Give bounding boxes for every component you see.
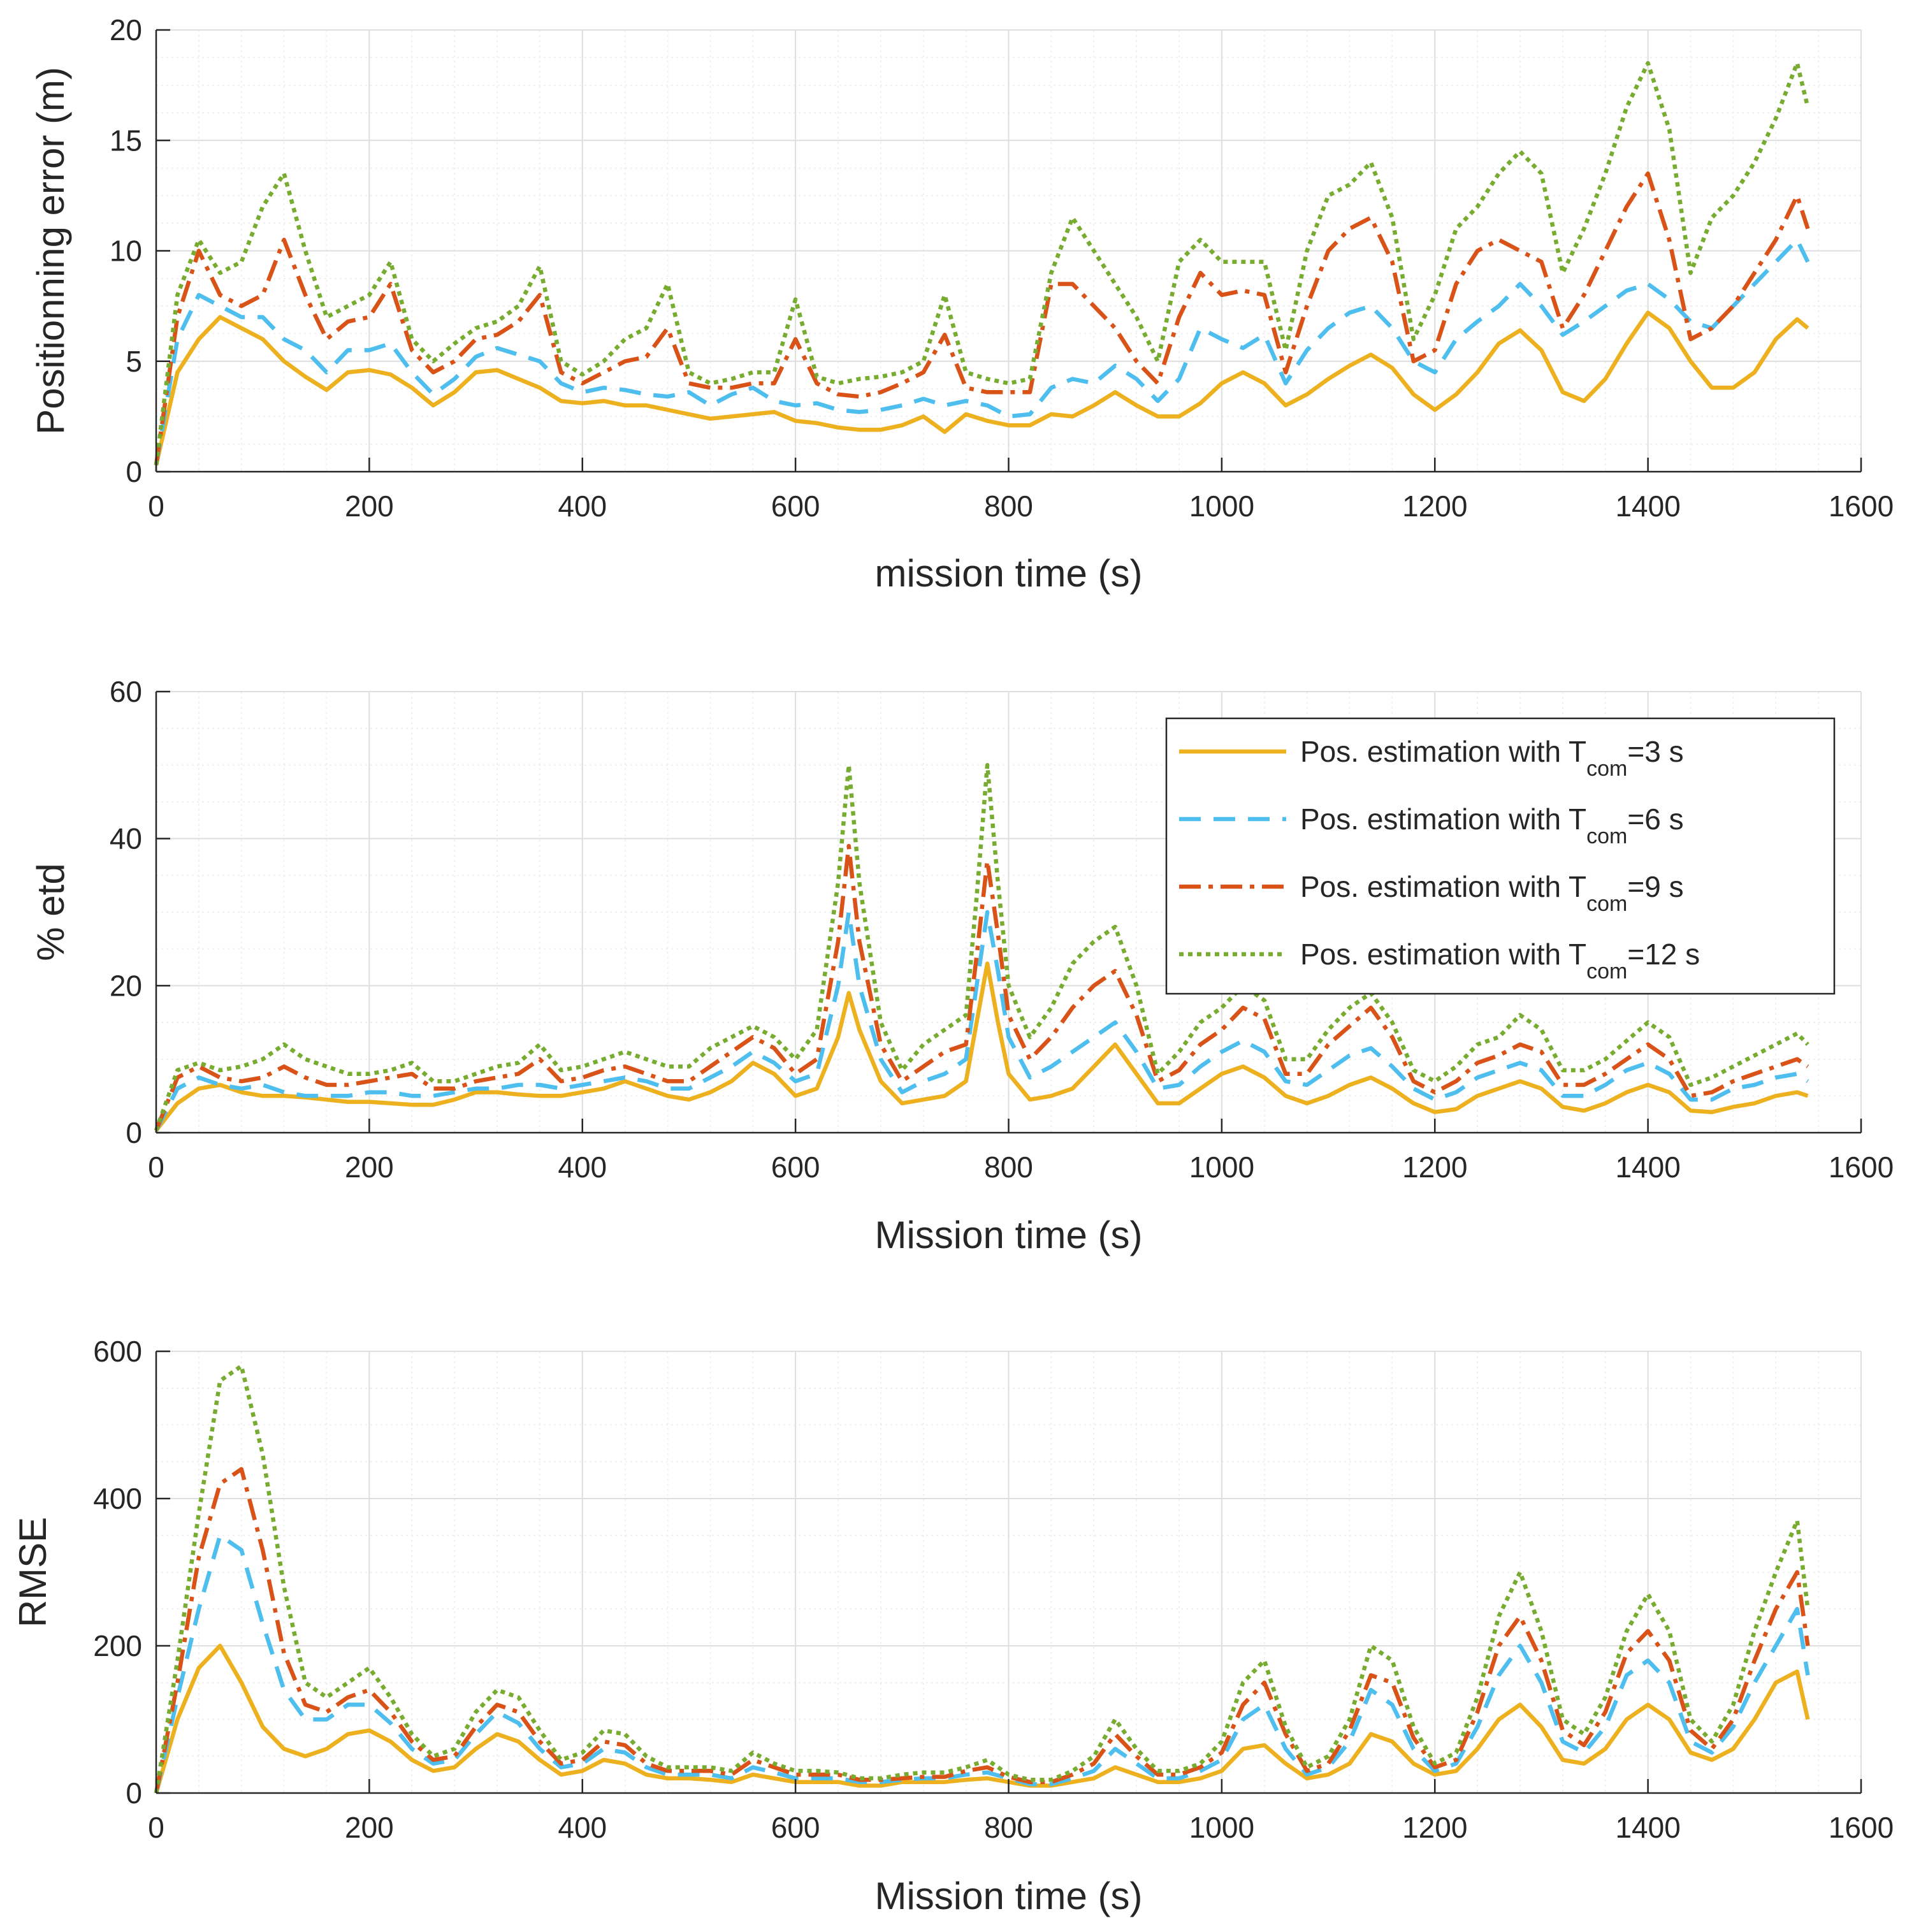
x-tick-label: 1000 [1189, 1811, 1254, 1844]
x-tick-label: 800 [984, 1811, 1033, 1844]
x-tick-label: 800 [984, 1151, 1033, 1184]
legend-label: Pos. estimation with Tcom=9 s [1300, 870, 1684, 916]
x-tick-label: 1400 [1615, 490, 1680, 523]
x-tick-label: 0 [148, 490, 164, 523]
x-tick-label: 600 [771, 1811, 820, 1844]
y-tick-label: 15 [110, 124, 142, 157]
grid [156, 29, 1862, 472]
legend-label: Pos. estimation with Tcom=12 s [1300, 938, 1700, 984]
x-tick-label: 200 [345, 1811, 394, 1844]
series-line-2 [154, 237, 1810, 466]
series-line-4 [154, 61, 1810, 466]
series-line-1 [154, 1643, 1810, 1794]
series-group [154, 763, 1809, 1132]
x-tick-label: 1600 [1829, 1811, 1894, 1844]
rmse-plot: 0 200 400 600 800 1000 1200 1400 1600 0 200 400 600 M… [11, 1335, 1894, 1917]
y-tick-label: 0 [126, 455, 142, 488]
series-line-1 [154, 961, 1809, 1132]
y-tick-label: 600 [93, 1335, 142, 1368]
x-tick-label: 600 [771, 490, 820, 523]
series-group [154, 1363, 1810, 1794]
x-axis-label: mission time (s) [874, 552, 1142, 595]
x-tick-label: 1400 [1615, 1811, 1680, 1844]
x-tick-label: 400 [558, 490, 607, 523]
x-tick-label: 1600 [1829, 490, 1894, 523]
series-line-2 [154, 1533, 1810, 1794]
y-tick-label: 20 [110, 13, 142, 47]
x-tick-label: 1000 [1189, 1151, 1254, 1184]
series-group [154, 61, 1810, 466]
y-tick-label: 40 [110, 822, 142, 855]
x-axis-label: Mission time (s) [874, 1875, 1142, 1917]
x-axis-label: Mission time (s) [874, 1214, 1142, 1256]
y-tick-label: 0 [126, 1776, 142, 1810]
positioning-error-plot: 0 200 400 600 800 1000 1200 1400 1600 0 5 10 15 20 mis… [29, 13, 1894, 595]
series-line-3 [154, 843, 1809, 1131]
legend-label: Pos. estimation with Tcom=6 s [1300, 803, 1684, 848]
x-tick-label: 0 [148, 1811, 164, 1844]
x-tick-label: 1200 [1402, 1811, 1467, 1844]
series-line-1 [154, 310, 1809, 466]
legend: Pos. estimation with Tcom=3 s Pos. estima… [1165, 717, 1836, 995]
series-line-2 [154, 910, 1809, 1131]
y-tick-label: 60 [110, 675, 142, 708]
series-line-3 [154, 1467, 1810, 1794]
legend-label: Pos. estimation with Tcom=3 s [1300, 735, 1684, 781]
y-tick-label: 400 [93, 1482, 142, 1515]
x-tick-label: 400 [558, 1811, 607, 1844]
y-axis-label: RMSE [11, 1517, 54, 1627]
x-tick-label: 1200 [1402, 1151, 1467, 1184]
x-tick-label: 1600 [1829, 1151, 1894, 1184]
grid [156, 1351, 1862, 1794]
x-tick-label: 400 [558, 1151, 607, 1184]
x-tick-label: 600 [771, 1151, 820, 1184]
percent-etd-plot: 0 200 400 600 800 1000 1200 1400 1600 0 20 40 60 Miss… [29, 675, 1894, 1256]
x-tick-label: 200 [345, 1151, 394, 1184]
x-tick-label: 1200 [1402, 490, 1467, 523]
y-tick-label: 10 [110, 235, 142, 268]
y-tick-label: 200 [93, 1629, 142, 1662]
legend-box [1165, 717, 1836, 995]
series-line-3 [154, 171, 1810, 466]
y-axis-label: % etd [29, 863, 72, 961]
x-tick-label: 0 [148, 1151, 164, 1184]
y-tick-label: 5 [126, 345, 142, 378]
x-tick-label: 200 [345, 490, 394, 523]
x-tick-label: 800 [984, 490, 1033, 523]
x-tick-label: 1000 [1189, 490, 1254, 523]
y-tick-label: 20 [110, 969, 142, 1002]
y-axis-label: Positionning error (m) [29, 67, 72, 435]
x-tick-label: 1400 [1615, 1151, 1680, 1184]
y-tick-label: 0 [126, 1116, 142, 1149]
